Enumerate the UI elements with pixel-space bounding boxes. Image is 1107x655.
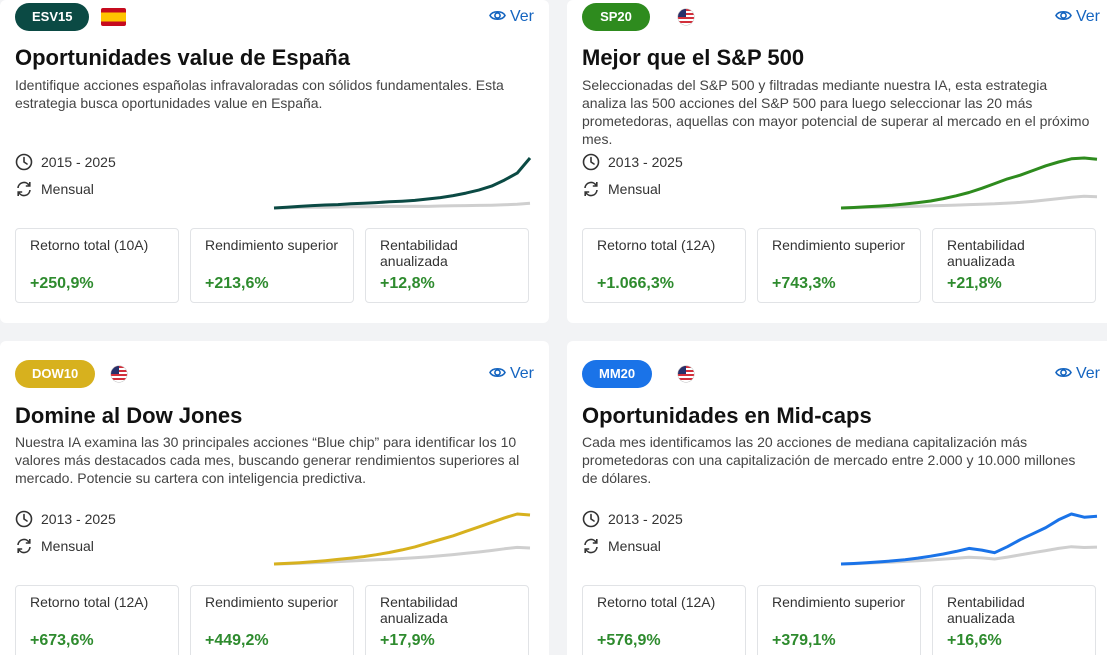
stat-label: Rentabilidad anualizada [947,237,1025,269]
stat-value: +449,2% [205,632,269,649]
eye-icon [489,11,506,21]
period-text: 2013 - 2025 [41,511,116,527]
strategy-description: Cada mes identificamos las 20 acciones d… [582,434,1076,486]
strategy-line [273,157,532,210]
eye-icon [489,368,506,378]
strategy-line [273,512,531,566]
stat-value: +379,1% [772,632,836,649]
us-flag-icon [678,366,694,382]
stat-label: Retorno total (12A) [30,594,149,610]
performance-chart [840,156,1098,210]
frequency-text: Mensual [608,181,661,197]
card-header: DOW10 Ver [15,360,534,388]
stat-box: Rendimiento superior +379,1% [757,585,921,655]
stat-label: Retorno total (12A) [597,237,716,253]
stat-box: Retorno total (12A) +673,6% [15,585,179,655]
strategy-title: Oportunidades value de España [15,45,350,70]
strategy-badge: MM20 [582,360,653,388]
card-header: SP20 Ver [582,3,1100,31]
stat-label: Rentabilidad anualizada [947,594,1025,626]
strategy-title: Oportunidades en Mid-caps [582,403,872,428]
strategy-title: Domine al Dow Jones [15,403,243,428]
strategy-card-esv15: ESV15 Ver Oportunidades value de España … [0,0,549,323]
strategy-title: Mejor que el S&P 500 [582,45,805,70]
view-button[interactable]: Ver [489,362,534,386]
us-flag-icon [111,366,127,382]
stat-label: Rentabilidad anualizada [380,594,458,626]
stat-value: +250,9% [30,275,94,292]
stats-row: Retorno total (12A) +576,9% Rendimiento … [582,585,1097,655]
view-button-label: Ver [509,8,534,25]
strategy-line [840,156,1098,210]
strategy-badge: SP20 [582,3,650,31]
frequency-text: Mensual [608,538,661,554]
stat-box: Rendimiento superior +449,2% [190,585,354,655]
performance-chart [273,157,532,210]
stat-box: Rentabilidad anualizada +12,8% [365,228,529,303]
performance-chart [273,512,531,566]
stat-label: Rendimiento superior [772,237,906,253]
strategy-line [840,512,1098,566]
stat-box: Rentabilidad anualizada +16,6% [932,585,1096,655]
strategy-card-mm20: MM20 Ver Oportunidades en Mid-caps Cada … [567,341,1107,655]
stat-box: Rentabilidad anualizada +21,8% [932,228,1096,303]
stats-row: Retorno total (12A) +1.066,3% Rendimient… [582,228,1097,303]
view-button-label: Ver [1075,8,1100,25]
spain-flag-icon [101,8,126,26]
view-button[interactable]: Ver [489,5,534,29]
stat-label: Rendimiento superior [205,237,339,253]
stat-box: Retorno total (10A) +250,9% [15,228,179,303]
frequency-text: Mensual [41,181,94,197]
stat-label: Rentabilidad anualizada [380,237,458,269]
strategy-description: Identifique acciones españolas infravalo… [15,77,504,111]
stat-value: +17,9% [380,632,435,649]
strategy-card-dow10: DOW10 Ver Domine al Dow Jones Nuestra IA… [0,341,549,655]
stat-label: Rendimiento superior [772,594,906,610]
strategy-badge: DOW10 [15,360,96,388]
stat-label: Retorno total (10A) [30,237,149,253]
eye-icon [1055,11,1072,21]
stat-label: Rendimiento superior [205,594,339,610]
card-header: MM20 Ver [582,360,1100,388]
us-flag-icon [678,9,694,25]
strategy-card-sp20: SP20 Ver Mejor que el S&P 500 Selecciona… [567,0,1107,323]
eye-icon [1055,368,1072,378]
stat-value: +12,8% [380,275,435,292]
view-button-label: Ver [509,365,534,382]
stat-label: Retorno total (12A) [597,594,716,610]
stat-box: Retorno total (12A) +1.066,3% [582,228,746,303]
stat-box: Retorno total (12A) +576,9% [582,585,746,655]
view-button[interactable]: Ver [1055,362,1100,386]
stats-row: Retorno total (12A) +673,6% Rendimiento … [15,585,530,655]
stat-value: +21,8% [947,275,1002,292]
stat-box: Rendimiento superior +213,6% [190,228,354,303]
period-text: 2015 - 2025 [41,154,116,170]
stat-value: +673,6% [30,632,94,649]
strategy-badge: ESV15 [15,3,90,31]
frequency-text: Mensual [41,538,94,554]
stat-value: +16,6% [947,632,1002,649]
strategy-description: Seleccionadas del S&P 500 y filtradas me… [582,77,1090,147]
benchmark-line [273,201,531,210]
performance-chart [840,512,1098,566]
stat-value: +576,9% [597,632,661,649]
stat-value: +213,6% [205,275,269,292]
stat-box: Rendimiento superior +743,3% [757,228,921,303]
stats-row: Retorno total (10A) +250,9% Rendimiento … [15,228,530,303]
card-header: ESV15 Ver [15,3,534,31]
stat-value: +1.066,3% [597,275,674,292]
stat-value: +743,3% [772,275,836,292]
period-text: 2013 - 2025 [608,154,683,170]
view-button-label: Ver [1075,365,1100,382]
stat-box: Rentabilidad anualizada +17,9% [365,585,529,655]
strategy-description: Nuestra IA examina las 30 principales ac… [15,434,520,486]
view-button[interactable]: Ver [1055,5,1100,29]
period-text: 2013 - 2025 [608,511,683,527]
